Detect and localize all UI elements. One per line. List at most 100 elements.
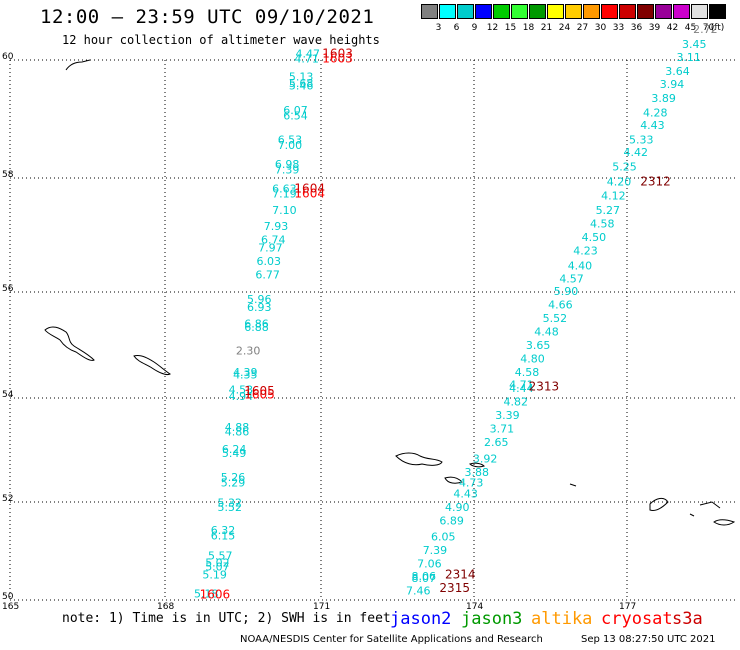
wave-height-label: 6.03 (257, 255, 282, 268)
wave-height-label: 3.88 (465, 466, 490, 479)
wave-height-label: 4.66 (548, 298, 573, 311)
scale-swatch (493, 4, 510, 19)
wave-height-label: 4.57 (559, 272, 584, 285)
wave-height-label: 5.32 (217, 497, 242, 510)
wave-height-label: 8.06 (412, 570, 437, 583)
wave-height-label: 4.39 (233, 366, 257, 379)
wave-height-label: 4.28 (643, 107, 668, 120)
wave-height-label: 7.97 (258, 242, 283, 255)
wave-height-label: 6.07 (283, 104, 308, 117)
scale-swatch (637, 4, 654, 19)
wave-height-label: 6.88 (244, 321, 269, 334)
scale-label: 3 (435, 23, 442, 33)
wave-height-label: 3.11 (676, 51, 701, 64)
wave-height-label: 5.07 (205, 560, 230, 573)
wave-height-label: 5.96 (247, 293, 272, 306)
wave-height-label: 6.89 (439, 514, 464, 527)
pass-time-label: 1606 (200, 587, 231, 601)
pass-time-label: 2313 (529, 379, 560, 393)
wave-height-label: 5.46 (289, 80, 314, 93)
wave-height-label: 4.47 (296, 47, 321, 60)
wave-height-label: 4.12 (601, 189, 626, 202)
wave-height-label: 6.63 (272, 182, 297, 195)
scale-label: 30 (594, 23, 607, 33)
wave-height-label: 7.00 (278, 139, 303, 152)
scale-swatch (421, 4, 438, 19)
wave-height-label: 6.93 (247, 301, 272, 314)
wave-height-label: 3.45 (682, 38, 707, 51)
wave-height-label: 3.92 (473, 452, 498, 465)
pass-time-label: 2312 (640, 174, 671, 188)
wave-height-label: 4.88 (225, 421, 250, 434)
lon-tick: 174 (466, 602, 484, 612)
scale-label: 39 (648, 23, 661, 33)
scale-swatch (673, 4, 690, 19)
lon-tick: 171 (313, 602, 331, 612)
page-title: 12:00 – 23:59 UTC 09/10/2021 (40, 6, 375, 28)
pass-time-label: 1603 (322, 46, 353, 60)
wave-height-label: 4.86 (225, 425, 250, 438)
wave-height-label: 5.02 (205, 557, 230, 570)
coastline (395, 452, 443, 466)
scale-label: 12 (486, 23, 499, 33)
wave-height-label: 3.65 (526, 339, 551, 352)
wave-height-label: 2.65 (484, 436, 509, 449)
wave-height-label: 4.73 (459, 477, 484, 490)
wave-height-label: 4.80 (520, 352, 545, 365)
wave-height-label: 4.71 (294, 53, 319, 66)
wave-height-label: 5.90 (554, 285, 579, 298)
wave-height-label: 4.40 (568, 260, 593, 273)
scale-label: 42 (666, 23, 679, 33)
wave-height-label: 7.10 (272, 204, 297, 217)
scale-label: 15 (504, 23, 517, 33)
coastline (649, 497, 669, 511)
wave-height-label: 7.93 (264, 220, 289, 233)
page-subtitle: 12 hour collection of altimeter wave hei… (62, 33, 380, 47)
scale-label: 70 (702, 23, 715, 33)
wave-height-label: 5.27 (596, 204, 621, 217)
scale-swatch (565, 4, 582, 19)
lat-tick: 56 (2, 284, 14, 294)
coastline (444, 476, 463, 484)
wave-height-label: 6.77 (255, 269, 280, 282)
pass-time-label: 1604 (294, 187, 325, 201)
scale-label: 36 (630, 23, 643, 33)
pass-time-label: 2315 (439, 581, 470, 595)
wave-height-label: 5.52 (543, 312, 568, 325)
wave-height-label: 4.53 (229, 384, 254, 397)
pass-time-label: 1603 (322, 52, 353, 66)
wave-height-label: 4.23 (573, 244, 598, 257)
scale-swatch (529, 4, 546, 19)
lat-tick: 54 (2, 390, 14, 400)
scale-label: 21 (540, 23, 553, 33)
lon-tick: 165 (2, 602, 20, 612)
scale-label: 9 (471, 23, 478, 33)
scale-swatch (547, 4, 564, 19)
lat-tick: 58 (2, 170, 14, 180)
wave-height-label: 3.89 (651, 92, 676, 105)
wave-height-label: 3.94 (660, 78, 685, 91)
wave-height-label: 6.74 (261, 234, 286, 247)
wave-height-label: 3.39 (495, 409, 520, 422)
wave-height-label: 5.29 (221, 477, 246, 490)
wave-height-label: 6.54 (283, 109, 308, 122)
scale-swatch (457, 4, 474, 19)
wave-height-label: 5.13 (289, 71, 314, 84)
wave-height-label: 4.35 (233, 369, 257, 382)
coastline (133, 355, 171, 375)
coastline (65, 59, 91, 71)
wave-height-label: 2.30 (236, 344, 261, 357)
wave-height-label: 4.48 (534, 325, 559, 338)
wave-height-label: 4.43 (453, 487, 478, 500)
satellite-name: altika (531, 609, 593, 629)
scale-swatch (601, 4, 618, 19)
scale-label: 24 (558, 23, 571, 33)
coastline (689, 513, 695, 517)
wave-height-label: 5.33 (629, 134, 654, 147)
lat-tick: 52 (2, 494, 14, 504)
lon-tick: 177 (619, 602, 637, 612)
scale-label: 18 (522, 23, 535, 33)
wave-height-label: 7.46 (406, 585, 431, 598)
satellite-name: jason3 (461, 609, 523, 629)
